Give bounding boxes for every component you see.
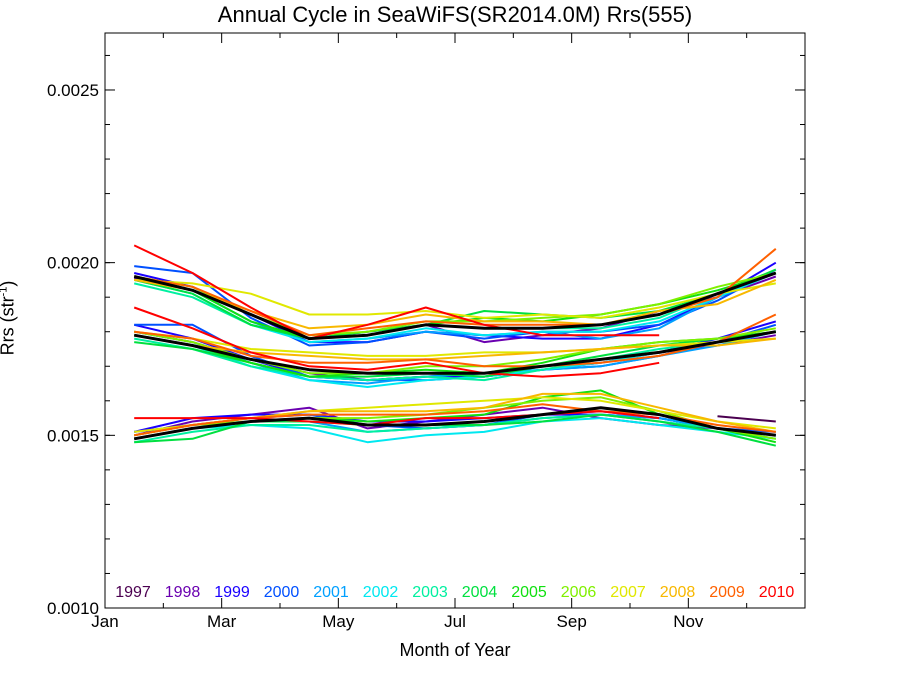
series-line-2009-north (134, 248, 777, 337)
legend-entry-2000: 2000 (264, 584, 300, 601)
x-axis-label: Month of Year (399, 640, 511, 660)
y-tick-label: 0.0015 (47, 426, 99, 445)
series-line-2007-north (134, 278, 776, 319)
x-tick-label: Mar (207, 612, 237, 631)
chart-title: Annual Cycle in SeaWiFS(SR2014.0M) Rrs(5… (217, 2, 693, 27)
series-line-2010-north (133, 244, 660, 340)
legend-entry-1997: 1997 (115, 584, 151, 601)
series-line-2010-mean (133, 306, 660, 378)
legend-entry-2001: 2001 (313, 584, 349, 601)
legend-entry-2002: 2002 (363, 584, 399, 601)
legend-entry-2006: 2006 (561, 584, 597, 601)
series-line-average-mean (133, 330, 777, 375)
series-line-1997-south (717, 415, 776, 423)
legend-entry-2008: 2008 (660, 584, 696, 601)
series-line-average-south (133, 406, 776, 441)
legend-entry-1999: 1999 (214, 584, 250, 601)
legend-entry-2005: 2005 (511, 584, 547, 601)
y-tick-label: 0.0010 (47, 599, 99, 618)
legend-entry-2009: 2009 (709, 584, 745, 601)
series-line-2008-mean (134, 334, 776, 361)
legend-entry-2007: 2007 (610, 584, 646, 601)
y-tick-label: 0.0020 (47, 254, 99, 273)
series-line-average-north (133, 271, 777, 341)
x-tick-label: Jul (444, 612, 466, 631)
series-line-2004-south (134, 413, 777, 447)
legend-entry-2003: 2003 (412, 584, 448, 601)
legend-entry-1998: 1998 (165, 584, 201, 601)
x-tick-label: Jan (91, 612, 118, 631)
x-tick-label: Nov (673, 612, 704, 631)
series-line-2009-mean (134, 313, 777, 368)
x-tick-label: May (322, 612, 355, 631)
series-line-2003-mean (134, 330, 776, 382)
x-tick-label: Sep (557, 612, 587, 631)
series-line-2010-south (134, 410, 660, 426)
legend-entry-2010: 2010 (759, 584, 795, 601)
legend-entry-2004: 2004 (462, 584, 498, 601)
y-tick-label: 0.0025 (47, 81, 99, 100)
